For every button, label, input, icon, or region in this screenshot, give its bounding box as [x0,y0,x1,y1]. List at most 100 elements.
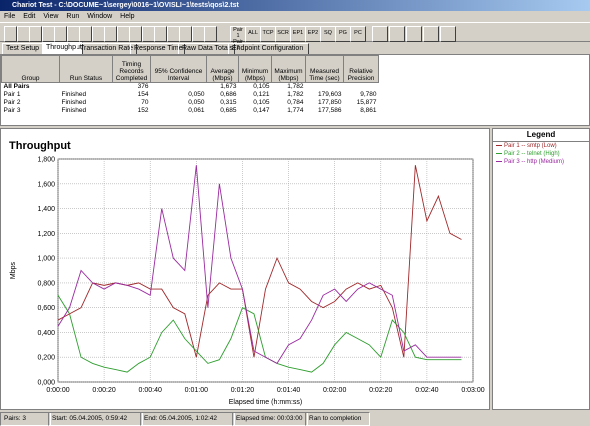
table-cell: 177,850 [318,99,342,106]
y-tick-label: 1,000 [37,256,55,263]
menu-item[interactable]: Edit [23,13,36,20]
x-tick-label: 0:01:00 [185,387,208,394]
toolbar-icon[interactable] [423,26,439,42]
table-cell: Finished [61,107,87,114]
x-tick-label: 0:02:40 [415,387,438,394]
toolbar-icon[interactable] [91,26,105,42]
menu-item[interactable]: Run [66,13,80,20]
column-header: Group [1,55,60,83]
tab[interactable]: Raw Data Totals [178,43,235,56]
legend-swatch [496,152,502,154]
toolbar-icon[interactable] [41,26,55,42]
toolbar-icon[interactable] [389,26,405,42]
table-cell: 0,105 [253,99,270,106]
table-cell: 0,315 [220,99,237,106]
tab[interactable]: Throughput [42,42,83,56]
tab[interactable]: Response Time [130,43,185,56]
table-cell: 0,050 [188,91,205,98]
toolbar-button[interactable]: ALL [245,26,261,42]
menu-item[interactable]: File [4,13,16,20]
toolbar-icon[interactable] [16,26,30,42]
toolbar-icon[interactable] [406,26,422,42]
status-field: Ran to completion [305,412,370,426]
legend-entry: Pair 2 -- telnet (High) [493,150,589,158]
tab[interactable]: Transaction Rate [76,43,137,56]
x-tick-label: 0:01:40 [277,387,300,394]
toolbar-icon[interactable] [204,26,217,42]
legend-entry: Pair 1 -- smtp (Low) [493,142,589,150]
y-axis-label: Mbps [10,261,17,279]
toolbar-icon[interactable] [166,26,180,42]
table-cell: 177,586 [318,107,342,114]
table-row[interactable]: Pair 3 Finished 152 0,061 0,685 0,147 1,774 177… [2,107,379,115]
legend-label: Pair 2 -- telnet (High) [504,151,560,157]
series-line [57,295,462,373]
x-tick-label: 0:02:00 [323,387,346,394]
x-tick-label: 0:01:20 [231,387,254,394]
table-cell: 8,861 [360,107,377,114]
table-cell: 179,603 [318,91,342,98]
table-cell: 70 [141,99,149,106]
toolbar-icon[interactable] [66,26,80,42]
y-tick-label: 0,600 [37,305,55,312]
toolbar-icon[interactable] [179,26,192,42]
toolbar-button[interactable]: TCP [260,26,276,42]
status-field: Pairs: 3 [0,412,51,426]
table-row[interactable]: Pair 1 Finished 154 0,050 0,686 0,121 1,782 179… [2,91,379,99]
toolbar-button[interactable]: EP1 [290,26,306,42]
legend-label: Pair 1 -- smtp (Low) [504,143,557,149]
plot-area [57,158,474,383]
table-cell: 0,685 [220,107,237,114]
table-cell: 1,774 [287,107,304,114]
x-tick-label: 0:03:00 [461,387,484,394]
table-cell: 1,782 [287,91,304,98]
toolbar-icon[interactable] [116,26,130,42]
toolbar-button[interactable]: EP2 [305,26,321,42]
legend-label: Pair 3 -- http (Medium) [504,159,565,165]
legend-swatch [496,160,502,162]
menu-item[interactable]: View [43,13,59,20]
toolbar-icon[interactable] [372,26,388,42]
menu-bar: File Edit View Run Window Help [0,11,590,22]
x-tick-label: 0:00:40 [139,387,162,394]
toolbar-icon[interactable] [29,26,42,42]
toolbar-button[interactable]: PC [350,26,366,42]
toolbar-button[interactable]: SQ [320,26,336,42]
table-cell: All Pairs [3,83,30,90]
table-cell [151,83,207,92]
status-field: Elapsed time: 00:03:00 [232,412,308,426]
chart-panel: Throughput 0,000 0,200 0,400 0,600 0,800 1,000… [0,128,490,410]
toolbar-icon[interactable] [154,26,167,42]
table-cell: 1,782 [287,83,304,90]
column-header: 95% Confidence Interval [150,55,207,83]
toolbar-icon[interactable] [440,26,456,42]
toolbar-icon[interactable] [191,26,205,42]
toolbar-button[interactable]: Pair 1 Pair 2 [230,26,246,51]
toolbar-icon[interactable] [4,26,17,42]
tab[interactable]: Endpoint Configuration [228,43,309,56]
y-tick-label: 1,800 [37,157,55,164]
toolbar-icon[interactable] [141,26,155,42]
status-field: Start: 05.04.2005, 0:59:42 [48,412,143,426]
toolbar-icon[interactable] [104,26,117,42]
table-cell: 0,105 [253,83,270,90]
x-axis-label: Elapsed time (h:mm:ss) [229,399,303,406]
menu-item[interactable]: Window [87,13,113,20]
table-row[interactable]: All Pairs 376 1,673 0,105 1,782 [2,83,379,92]
toolbar-icon[interactable] [79,26,92,42]
series-line [57,165,462,365]
y-tick-label: 1,400 [37,206,55,213]
toolbar-icon[interactable] [54,26,67,42]
column-header: Relative Precision [343,55,379,83]
toolbar-button[interactable]: SCR [275,26,291,42]
toolbar-icon[interactable] [129,26,142,42]
table-cell: 0,147 [253,107,270,114]
toolbar-button[interactable]: PG [335,26,351,42]
table-cell: Pair 2 [3,99,21,106]
menu-item[interactable]: Help [120,13,135,20]
results-table: Group Run Status Timing Records Completed 9… [0,54,590,126]
table-cell: Pair 1 [3,91,21,98]
column-header: Measured Time (sec) [305,55,344,83]
table-row[interactable]: Pair 2 Finished 70 0,050 0,315 0,105 0,784 177,… [2,99,379,107]
